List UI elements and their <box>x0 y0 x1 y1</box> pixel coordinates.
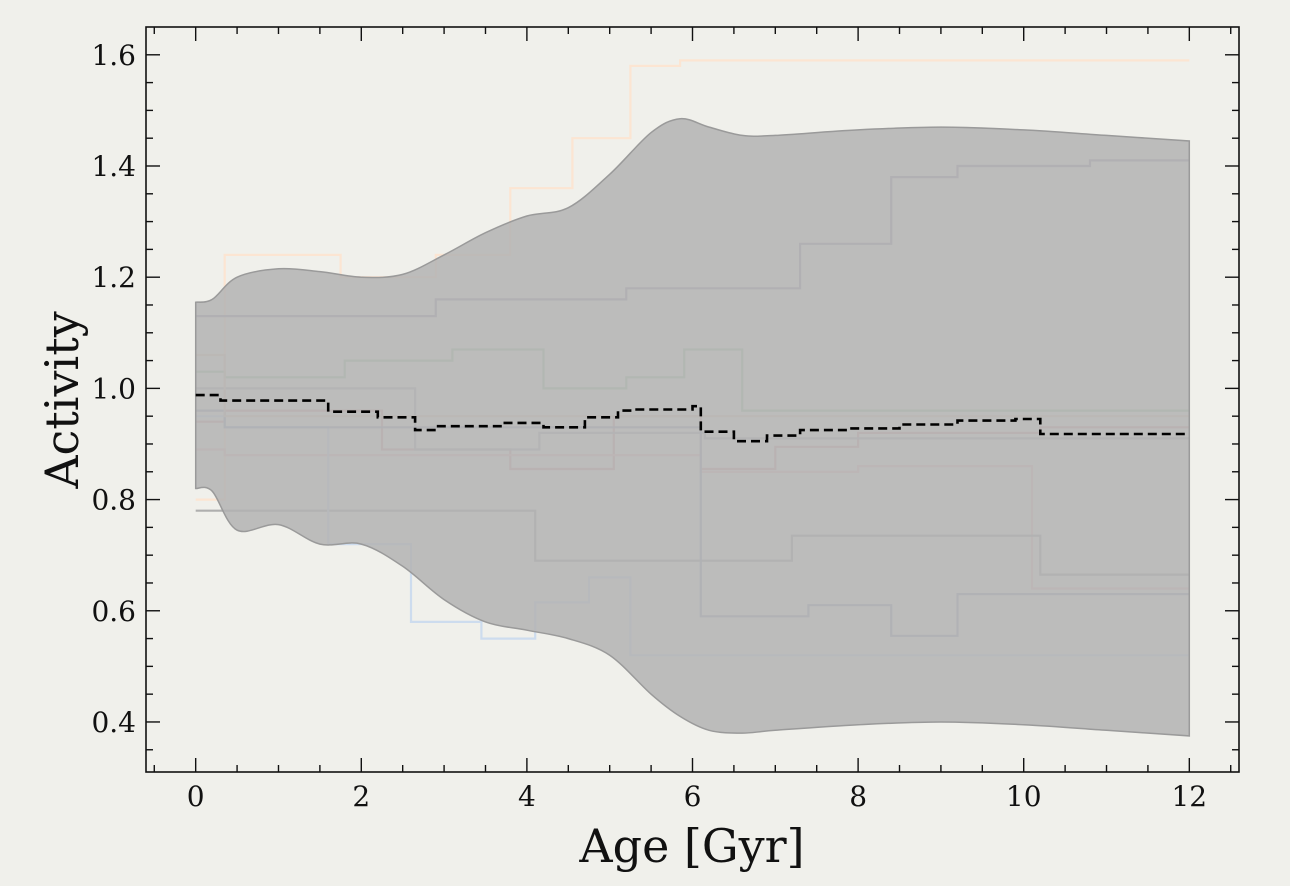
x-axis-label: Age [Gyr] <box>578 819 804 873</box>
x-tick-label: 10 <box>1006 780 1042 813</box>
y-axis-label: Activity <box>35 311 89 489</box>
y-tick-label: 0.8 <box>91 484 136 517</box>
x-tick-label: 2 <box>352 780 370 813</box>
uncertainty-band <box>194 117 1191 737</box>
mean-layer <box>195 393 1190 443</box>
y-tick-label: 1.6 <box>91 39 136 72</box>
y-tick-label: 1.2 <box>91 261 136 294</box>
x-tick-label: 0 <box>187 780 205 813</box>
band-layer <box>194 117 1191 737</box>
tick-layer: 0 2 4 6 8 10 12 0.4 0.6 0.8 1.0 1.2 1.4 1.6 <box>91 27 1239 813</box>
y-tick-label: 1.4 <box>91 150 136 183</box>
y-tick-label: 0.6 <box>91 595 136 628</box>
x-tick-label: 8 <box>849 780 867 813</box>
x-tick-label: 4 <box>518 780 536 813</box>
y-tick-label: 0.4 <box>91 706 136 739</box>
mean-line <box>195 393 1190 443</box>
x-tick-label: 12 <box>1171 780 1207 813</box>
x-tick-label: 6 <box>684 780 702 813</box>
y-tick-label: 1.0 <box>91 372 136 405</box>
